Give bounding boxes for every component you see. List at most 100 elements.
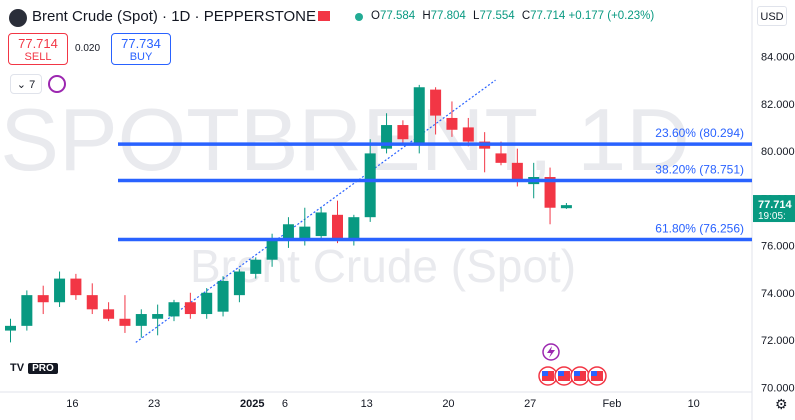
sync-icon[interactable] xyxy=(48,75,66,93)
candle-body xyxy=(266,240,278,260)
buy-price: 77.734 xyxy=(121,36,161,51)
interval-count: 7 xyxy=(29,79,36,91)
candle-body xyxy=(201,292,213,315)
candle-body xyxy=(348,217,360,239)
logo-badge: PRO xyxy=(28,363,58,374)
candle xyxy=(250,257,262,279)
candle xyxy=(282,217,294,248)
candle-body xyxy=(54,278,66,303)
candle-body xyxy=(5,325,16,331)
sell-button[interactable]: 77.714 SELL xyxy=(8,33,68,65)
chevron-down-icon: ⌄ xyxy=(16,79,27,91)
x-tick-label: 20 xyxy=(442,398,454,410)
us-flag-canton-icon xyxy=(558,371,564,376)
status-dot-icon xyxy=(355,13,363,21)
candle-body xyxy=(184,302,196,315)
x-tick-label: 13 xyxy=(361,398,373,410)
x-tick-label: 23 xyxy=(148,398,160,410)
candle-body xyxy=(217,280,229,312)
candle-body xyxy=(233,271,245,296)
candle xyxy=(446,101,458,137)
candle-body xyxy=(495,153,507,163)
us-flag-canton-icon xyxy=(542,371,548,376)
open-value: 77.584 xyxy=(379,10,416,22)
symbol-title[interactable]: Brent Crude (Spot) · 1D · PEPPERSTONE xyxy=(32,8,316,25)
y-tick-label: 72.000 xyxy=(761,335,795,347)
gear-icon[interactable]: ⚙ xyxy=(775,396,788,412)
watermark-symbol: SPOTBRENT, 1D xyxy=(0,90,689,189)
flag-icon[interactable] xyxy=(318,11,330,21)
ohlc-values: O77.584 H77.804 L77.554 C77.714 +0.177 (… xyxy=(367,10,654,22)
candle-body xyxy=(152,314,164,319)
candle xyxy=(5,318,16,343)
candle-body xyxy=(86,295,98,310)
spread-value: 0.020 xyxy=(75,43,101,54)
candle xyxy=(21,290,33,331)
fib-level-label: 61.80% (76.256) xyxy=(655,221,744,235)
buy-button[interactable]: 77.734 BUY xyxy=(111,33,171,65)
fib-levels-layer[interactable]: 23.60% (80.294) 38.20% (78.751) 61.80% (76… xyxy=(118,126,752,242)
x-tick-label: 2025 xyxy=(240,398,264,410)
candle xyxy=(315,207,327,241)
candle-body xyxy=(119,318,131,326)
candle xyxy=(201,288,213,319)
high-label: H xyxy=(422,10,431,22)
logo-text: TV xyxy=(10,362,25,374)
candle xyxy=(430,87,442,135)
candle xyxy=(233,269,245,303)
tradingview-logo: TV PRO xyxy=(10,362,58,376)
last-price-box xyxy=(753,195,795,223)
candle-body xyxy=(282,224,294,241)
candle xyxy=(560,203,572,209)
candles-layer xyxy=(5,84,572,343)
x-tick-label: 6 xyxy=(282,398,288,410)
candle-body xyxy=(413,87,425,144)
candle xyxy=(37,285,49,315)
close-label: C xyxy=(521,10,531,22)
y-tick-label: 70.000 xyxy=(761,382,795,394)
high-value: 77.804 xyxy=(430,10,466,22)
watermark-name: Brent Crude (Spot) xyxy=(190,240,576,292)
close-value: 77.714 xyxy=(530,10,566,22)
candle xyxy=(413,84,425,154)
candle xyxy=(54,271,66,307)
candle xyxy=(381,113,393,154)
x-axis[interactable]: 16 23 2025 6 13 20 27 Feb 10 xyxy=(0,391,752,410)
x-tick-label: 10 xyxy=(688,398,700,410)
lightning-bolt-icon xyxy=(547,346,555,358)
y-tick-label: 74.000 xyxy=(761,288,795,300)
candle xyxy=(103,302,115,322)
candle xyxy=(332,200,343,244)
low-label: L xyxy=(473,10,480,22)
candle-body xyxy=(430,89,442,116)
candle-body xyxy=(21,295,33,326)
change-value: +0.177 (+0.23%) xyxy=(568,10,655,22)
us-flag-canton-icon xyxy=(591,371,597,376)
candle-body xyxy=(168,302,180,317)
candle xyxy=(217,276,229,317)
y-tick-label: 80.000 xyxy=(761,146,795,158)
x-tick-label: 16 xyxy=(66,398,78,410)
us-flag-canton-icon xyxy=(574,371,580,376)
candle xyxy=(397,120,409,144)
x-tick-label: 27 xyxy=(524,398,536,410)
event-markers[interactable] xyxy=(538,343,607,386)
candle xyxy=(544,167,556,225)
buy-label: BUY xyxy=(129,51,153,63)
candle-body xyxy=(397,125,409,140)
candle-body xyxy=(37,295,49,303)
sell-label: SELL xyxy=(24,51,52,63)
open-label: O xyxy=(371,10,380,22)
interval-toggle-button[interactable]: ⌄ 7 xyxy=(10,74,42,94)
last-price-countdown: 19:05: xyxy=(758,211,786,222)
candle-body xyxy=(332,214,343,239)
candle xyxy=(462,117,474,147)
candle xyxy=(86,283,98,315)
currency-button[interactable]: USD xyxy=(757,6,787,26)
x-tick-label: Feb xyxy=(602,398,621,410)
candle-body xyxy=(462,127,474,142)
candle xyxy=(70,273,82,300)
candle xyxy=(152,304,164,336)
